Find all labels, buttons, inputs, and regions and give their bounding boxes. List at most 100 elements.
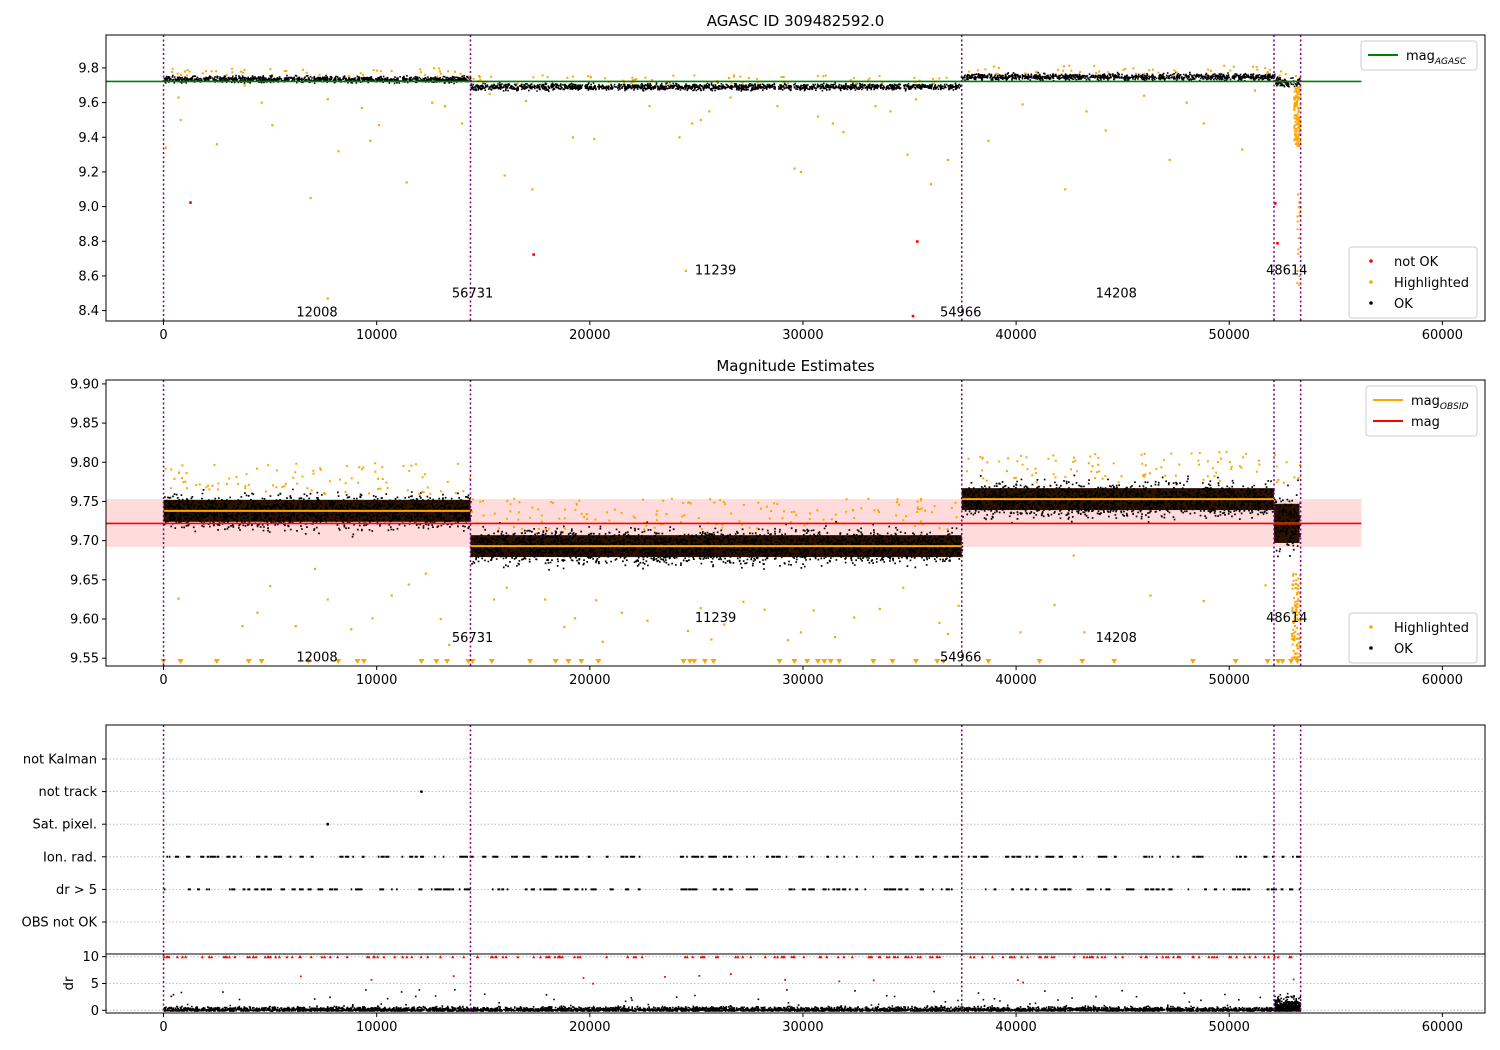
highlighted-dip-points — [1293, 86, 1302, 148]
highlighted-point — [776, 105, 779, 108]
flag-point-cluster — [163, 888, 471, 891]
highlighted-points-segment-0 — [171, 67, 471, 78]
highlighted-point — [1296, 220, 1299, 223]
below-range-marker — [691, 659, 698, 664]
highlighted-point — [1297, 193, 1300, 196]
agasc-xtick-label: 10000 — [356, 328, 397, 343]
flag-point-cluster — [984, 888, 1301, 891]
below-range-marker — [776, 659, 783, 664]
highlighted-point — [1298, 201, 1301, 204]
highlighted-point — [957, 604, 960, 607]
below-range-marker — [433, 659, 440, 664]
below-range-marker — [360, 659, 367, 664]
highlighted-point — [241, 625, 244, 628]
highlighted-point — [271, 124, 274, 127]
agasc-bottom-legend-box — [1348, 246, 1478, 319]
highlighted-point — [742, 600, 745, 603]
highlighted-point — [799, 170, 803, 174]
below-range-marker — [258, 659, 265, 664]
highlighted-point — [326, 98, 329, 101]
agasc-xtick-label: 20000 — [569, 328, 610, 343]
highlighted-point — [708, 110, 711, 113]
highlighted-point — [816, 115, 820, 118]
highlighted-point — [987, 139, 990, 142]
highlighted-point — [563, 625, 566, 629]
below-range-marker — [552, 659, 559, 664]
not-ok-point — [1276, 242, 1279, 245]
agasc-panel: 12008 56731 11239 54966 14208 48614 0 10000 2000… — [78, 12, 1486, 343]
dr-xtick-label: 60000 — [1422, 1020, 1463, 1035]
below-range-marker — [1288, 659, 1295, 664]
dr-xtick-label: 40000 — [995, 1020, 1036, 1035]
dr-xtick-label: 20000 — [569, 1020, 610, 1035]
below-range-marker — [160, 659, 167, 664]
below-range-marker — [686, 659, 693, 664]
highlighted-point — [360, 106, 363, 109]
agasc-ytick-label: 8.6 — [78, 269, 99, 284]
highlighted-point — [371, 617, 374, 620]
flag-point-cluster — [968, 855, 1302, 858]
dr-ylabel: dr — [62, 976, 77, 990]
highlighted-point — [601, 640, 604, 643]
dr-ytick-label: 0 — [91, 1004, 99, 1019]
mag-bottom-legend-box — [1348, 612, 1478, 664]
obsid-label: 54966 — [940, 650, 981, 665]
agasc-top-legend-label: magAGASC — [1406, 49, 1467, 67]
highlighted-point — [946, 158, 950, 161]
mag-xtick-label: 10000 — [356, 673, 397, 688]
highlighted-point — [531, 188, 534, 191]
below-range-marker — [701, 659, 708, 664]
dr-xtick-label: 0 — [159, 1020, 167, 1035]
not-ok-point — [911, 314, 915, 318]
below-range-marker — [827, 659, 834, 664]
agasc-xtick-label: 50000 — [1209, 328, 1250, 343]
obsid-label: 12008 — [296, 305, 337, 320]
highlighted-point — [787, 639, 790, 642]
flag-point-cluster — [482, 855, 641, 858]
below-range-marker — [595, 659, 602, 664]
highlighted-point — [799, 631, 803, 634]
obsid-label: 48614 — [1266, 264, 1307, 279]
highlighted-point — [1241, 148, 1244, 151]
highlighted-point — [1296, 228, 1299, 231]
highlighted-point — [1297, 252, 1300, 255]
below-range-marker — [1279, 659, 1286, 664]
highlighted-point — [492, 598, 496, 601]
mag-xtick-label: 0 — [159, 673, 167, 688]
highlighted-point — [946, 632, 950, 636]
flag-label: Ion. rad. — [43, 850, 97, 865]
highlighted-point — [729, 96, 732, 99]
highlighted-point — [1053, 603, 1056, 607]
agasc-bottom-legend-label: not OK — [1394, 255, 1439, 270]
below-range-marker — [177, 659, 184, 664]
mag-xtick-label: 20000 — [569, 673, 610, 688]
highlighted-point — [723, 623, 726, 626]
highlighted-point — [1296, 282, 1299, 285]
obsid-label: 14208 — [1096, 286, 1137, 301]
mag-top-legend-box — [1365, 385, 1478, 437]
highlighted-point — [833, 636, 837, 639]
dr-plot-area — [106, 954, 1485, 1013]
highlighted-point — [1019, 631, 1022, 634]
ok-points-segment-0 — [163, 74, 472, 85]
below-range-marker — [804, 659, 811, 664]
highlighted-point — [1297, 236, 1300, 239]
mag-ytick-label: 9.90 — [70, 377, 99, 392]
flag-label: Sat. pixel. — [33, 818, 97, 833]
mag-xtick-label: 50000 — [1209, 673, 1250, 688]
flag-point-cluster — [679, 855, 959, 858]
mag-title: Magnitude Estimates — [716, 357, 874, 375]
below-range-marker — [710, 659, 717, 664]
below-range-marker — [245, 659, 252, 664]
agasc-ytick-label: 9.2 — [78, 165, 99, 180]
flag-label: not track — [38, 785, 97, 800]
highlighted-point — [1149, 594, 1152, 597]
highlighted-point — [1253, 89, 1257, 92]
obsid-label: 11239 — [695, 611, 736, 626]
highlighted-point — [902, 586, 905, 589]
agasc-xtick-label: 30000 — [782, 328, 823, 343]
highlighted-point — [177, 597, 180, 600]
below-range-marker — [335, 659, 342, 664]
highlighted-point — [1298, 211, 1301, 214]
